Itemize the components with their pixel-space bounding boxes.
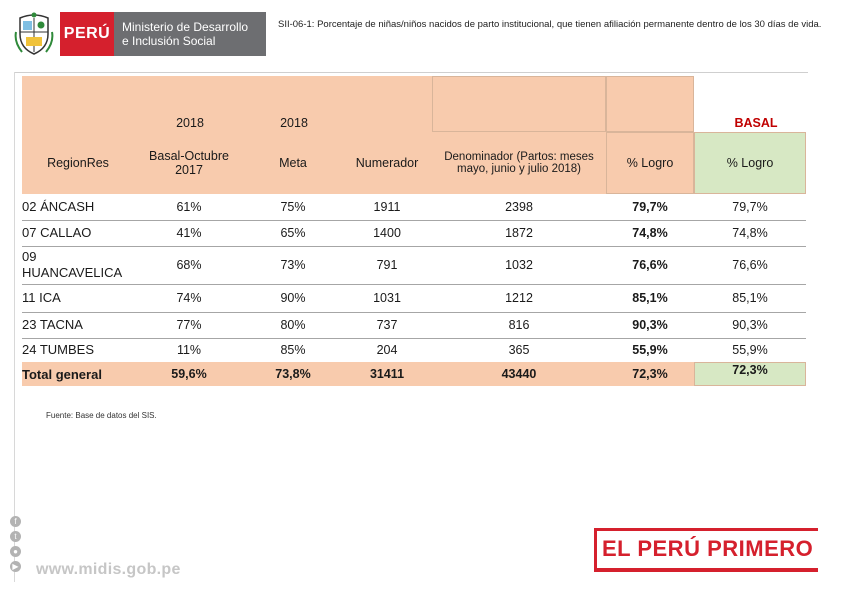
- cell-basal: 61%: [176, 200, 202, 214]
- slogan-frame: [594, 528, 818, 570]
- total-denominador: 43440: [501, 367, 537, 381]
- cell-logro-basal: 76,6%: [732, 258, 768, 272]
- cell-basal: 68%: [176, 258, 202, 272]
- cell-logro: 79,7%: [632, 200, 668, 214]
- row-divider: [22, 338, 806, 339]
- cell-logro-basal: 79,7%: [732, 200, 768, 214]
- cell-basal: 77%: [176, 318, 202, 332]
- flickr-icon[interactable]: ●: [10, 546, 21, 557]
- cell-denominador: 365: [508, 343, 530, 357]
- cell-numerador: 1400: [373, 226, 401, 240]
- col-header-logro-basal: % Logro: [726, 156, 774, 170]
- col-header-basal-octubre: Basal-Octubre 2017: [149, 149, 229, 177]
- website-link[interactable]: www.midis.gob.pe: [36, 561, 181, 578]
- cell-denominador: 1872: [505, 226, 533, 240]
- cell-basal: 11%: [176, 343, 202, 357]
- column-header-band: [22, 132, 606, 194]
- cell-region: 07 CALLAO: [22, 225, 92, 240]
- row-divider: [22, 220, 806, 221]
- header-band: [22, 76, 432, 132]
- row-divider: [22, 312, 806, 313]
- header: PERÚ Ministerio de Desarrollo e Inclusió…: [0, 0, 842, 78]
- total-meta: 73,8%: [275, 367, 311, 381]
- left-divider: [14, 72, 15, 582]
- cell-denominador: 1032: [505, 258, 533, 272]
- page-title: SII-06-1: Porcentaje de niñas/niños naci…: [278, 19, 822, 30]
- total-logro: 72,3%: [632, 367, 668, 381]
- ministry-logo[interactable]: PERÚ Ministerio de Desarrollo e Inclusió…: [14, 12, 266, 56]
- cell-denominador: 2398: [505, 200, 533, 214]
- cell-logro: 74,8%: [632, 226, 668, 240]
- cell-meta: 80%: [280, 318, 306, 332]
- column-header-basal-cell: [694, 132, 806, 194]
- cell-denominador: 1212: [505, 291, 533, 305]
- cell-meta: 85%: [280, 343, 306, 357]
- cell-meta: 75%: [280, 200, 306, 214]
- total-region: Total general: [22, 366, 102, 382]
- col-header-meta: Meta: [279, 156, 307, 170]
- basal-header: BASAL: [734, 116, 778, 130]
- year-basal-header: 2018: [176, 116, 204, 130]
- total-numerador: 31411: [369, 367, 405, 381]
- social-links: f t ● ▶: [10, 516, 21, 572]
- slogan-text: EL PERÚ PRIMERO: [602, 536, 814, 561]
- cell-logro-basal: 55,9%: [732, 343, 768, 357]
- cell-meta: 73%: [280, 258, 306, 272]
- cell-meta: 90%: [280, 291, 306, 305]
- header-band-logro: [606, 76, 694, 132]
- cell-region: 23 TACNA: [22, 317, 83, 332]
- cell-numerador: 1911: [373, 200, 401, 214]
- coat-of-arms-icon: [14, 12, 54, 56]
- total-logro-basal: 72,3%: [732, 363, 768, 377]
- brand-line-2: e Inclusión Social: [122, 34, 216, 48]
- total-basal: 59,6%: [171, 367, 207, 381]
- source-note: Fuente: Base de datos del SIS.: [46, 411, 157, 420]
- facebook-icon[interactable]: f: [10, 516, 21, 527]
- col-header-region: RegionRes: [47, 156, 109, 170]
- cell-region: 24 TUMBES: [22, 342, 95, 357]
- row-divider: [22, 246, 806, 247]
- cell-logro-basal: 85,1%: [732, 291, 768, 305]
- row-divider: [22, 284, 806, 285]
- header-band-num-den: [432, 76, 606, 132]
- cell-numerador: 1031: [373, 291, 401, 305]
- col-header-logro: % Logro: [626, 156, 674, 170]
- cell-numerador: 204: [376, 343, 398, 357]
- twitter-icon[interactable]: t: [10, 531, 21, 542]
- col-header-denominador: Denominador (Partos: meses mayo, junio y…: [444, 151, 594, 175]
- cell-basal: 41%: [176, 226, 202, 240]
- cell-region: 11 ICA: [22, 290, 61, 305]
- cell-numerador: 737: [376, 318, 398, 332]
- youtube-icon[interactable]: ▶: [10, 561, 21, 572]
- cell-denominador: 816: [508, 318, 530, 332]
- cell-meta: 65%: [280, 226, 306, 240]
- total-row-basal-cell: [694, 362, 806, 386]
- header-divider: [14, 72, 808, 73]
- cell-logro: 85,1%: [632, 291, 668, 305]
- cell-region: 09 HUANCAVELICA: [22, 249, 123, 280]
- brand-ministry: Ministerio de Desarrollo e Inclusión Soc…: [114, 12, 266, 56]
- cell-numerador: 791: [376, 258, 398, 272]
- cell-logro: 55,9%: [632, 343, 668, 357]
- cell-logro: 76,6%: [632, 258, 668, 272]
- cell-basal: 74%: [176, 291, 202, 305]
- cell-region: 02 ÁNCASH: [22, 199, 95, 214]
- brand-line-1: Ministerio de Desarrollo: [122, 20, 249, 34]
- column-header-logro-cell: [606, 132, 694, 194]
- slogan-underline: [594, 568, 818, 572]
- year-meta-header: 2018: [280, 116, 308, 130]
- col-header-numerador: Numerador: [355, 156, 419, 170]
- cell-logro: 90,3%: [632, 318, 668, 332]
- total-row-band: [22, 362, 694, 386]
- brand-country: PERÚ: [60, 12, 114, 56]
- slogan-logo: EL PERÚ PRIMERO: [594, 528, 822, 572]
- cell-logro-basal: 74,8%: [732, 226, 768, 240]
- cell-logro-basal: 90,3%: [732, 318, 768, 332]
